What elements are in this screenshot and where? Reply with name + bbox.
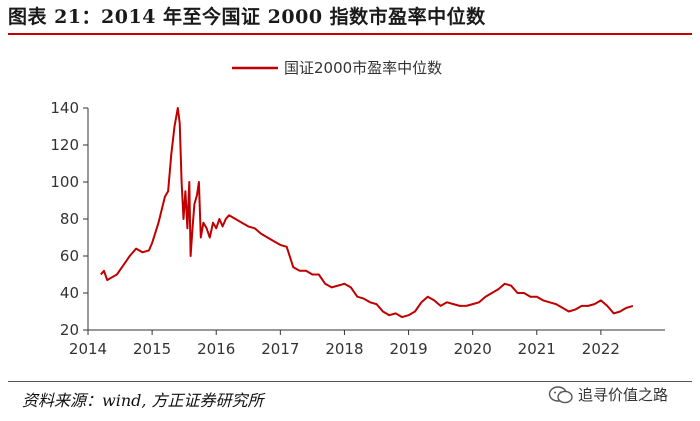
x-tick-label: 2021 — [518, 340, 556, 358]
x-tick-label: 2018 — [325, 340, 363, 358]
x-axis: 2014 2015 2016 2017 2018 2019 2020 2021 2022 — [69, 329, 665, 358]
x-tick-label: 2017 — [261, 340, 299, 358]
x-tick-label: 2016 — [197, 340, 235, 358]
source-note: 资料来源：wind, 方正证券研究所 — [22, 391, 264, 410]
y-tick-label: 120 — [50, 136, 79, 154]
y-axis: 20 40 60 80 100 120 140 — [50, 99, 89, 339]
y-tick-label: 40 — [60, 284, 79, 302]
legend: 国证2000市盈率中位数 — [232, 59, 442, 77]
watermark: 追寻价值之路 — [548, 384, 668, 405]
bottom-rule — [8, 381, 692, 382]
x-tick-label: 2015 — [133, 340, 171, 358]
x-tick-label: 2014 — [69, 340, 107, 358]
y-tick-label: 20 — [60, 321, 79, 339]
y-tick-label: 60 — [60, 247, 79, 265]
series-line — [100, 107, 634, 319]
y-tick-label: 100 — [50, 173, 79, 191]
watermark-text: 追寻价值之路 — [578, 386, 669, 404]
title-rule — [8, 33, 692, 35]
x-tick-label: 2020 — [454, 340, 492, 358]
x-tick-label: 2019 — [389, 340, 427, 358]
y-tick-label: 140 — [50, 99, 79, 117]
y-tick-label: 80 — [60, 210, 79, 228]
wechat-icon — [548, 385, 573, 403]
legend-label: 国证2000市盈率中位数 — [284, 59, 442, 77]
chart-title: 图表 21：2014 年至今国证 2000 指数市盈率中位数 — [8, 6, 486, 28]
x-tick-label: 2022 — [582, 340, 620, 358]
